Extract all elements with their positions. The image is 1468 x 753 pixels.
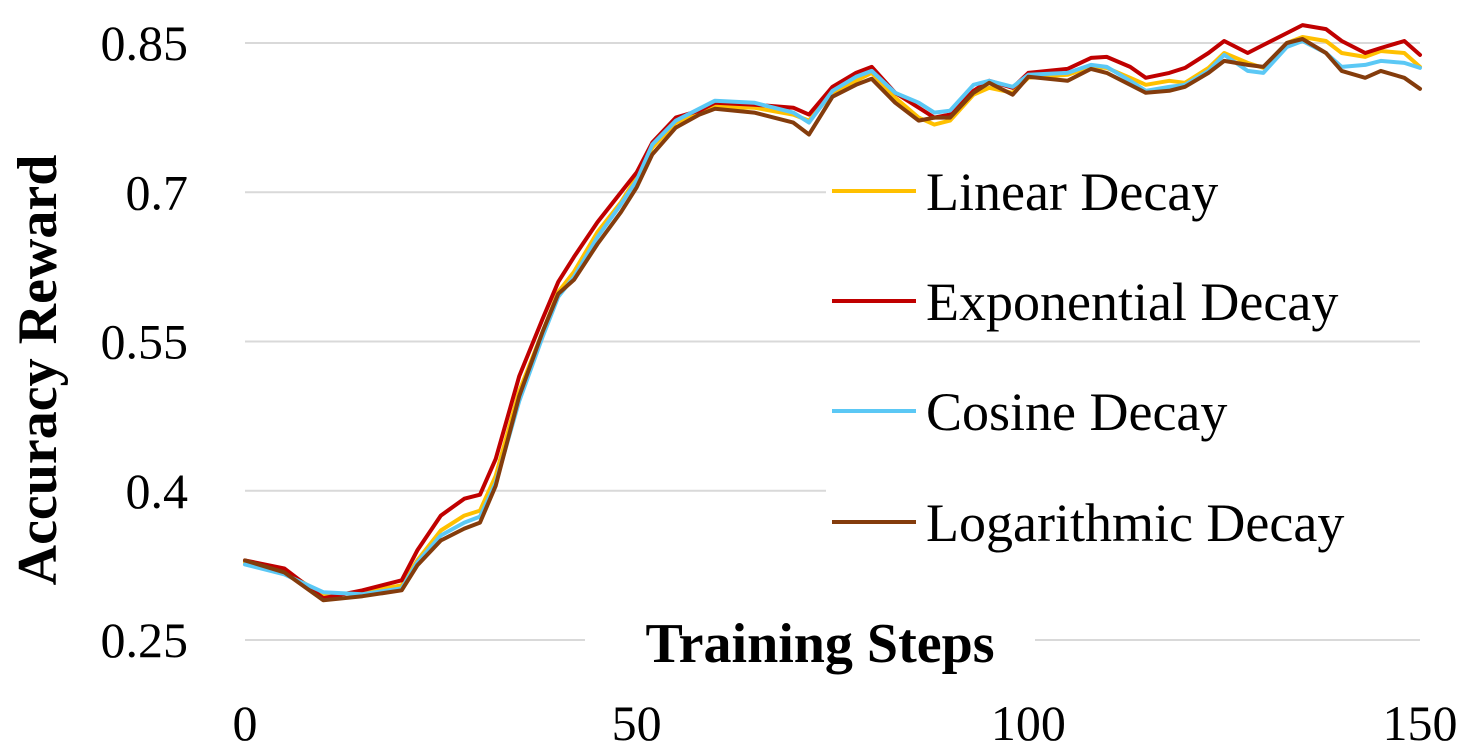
legend-entry-background xyxy=(826,488,1448,556)
x-tick-label: 150 xyxy=(1383,695,1458,751)
legend-label-cosine-decay: Cosine Decay xyxy=(926,382,1227,442)
series-line-logarithmic-decay xyxy=(243,37,1422,603)
legend-label-exponential-decay: Exponential Decay xyxy=(926,272,1338,332)
x-axis-title: Training Steps xyxy=(645,613,994,675)
y-tick-label: 0.85 xyxy=(101,15,189,71)
x-tick-label: 50 xyxy=(612,695,662,751)
x-tick-labels: 0 50 100 150 xyxy=(233,695,1458,751)
legend-entry-background xyxy=(826,377,1448,445)
y-tick-label: 0.25 xyxy=(101,612,189,668)
x-tick-label: 100 xyxy=(991,695,1066,751)
y-tick-labels: 0.25 0.4 0.55 0.7 0.85 xyxy=(101,15,189,668)
x-tick-label: 0 xyxy=(233,695,258,751)
series-lines xyxy=(243,23,1422,603)
y-axis-title: Accuracy Reward xyxy=(7,155,69,586)
x-axis-title-background xyxy=(585,606,1035,676)
y-tick-label: 0.55 xyxy=(101,314,189,370)
y-tick-label: 0.7 xyxy=(126,164,189,220)
legend-entry-background xyxy=(826,267,1448,335)
y-tick-label: 0.4 xyxy=(126,463,189,519)
legend-label-linear-decay: Linear Decay xyxy=(926,162,1218,222)
legend-label-logarithmic-decay: Logarithmic Decay xyxy=(926,493,1344,553)
legend: Linear Decay Exponential Decay Cosine Deca… xyxy=(826,157,1448,556)
legend-entry-background xyxy=(826,157,1448,225)
